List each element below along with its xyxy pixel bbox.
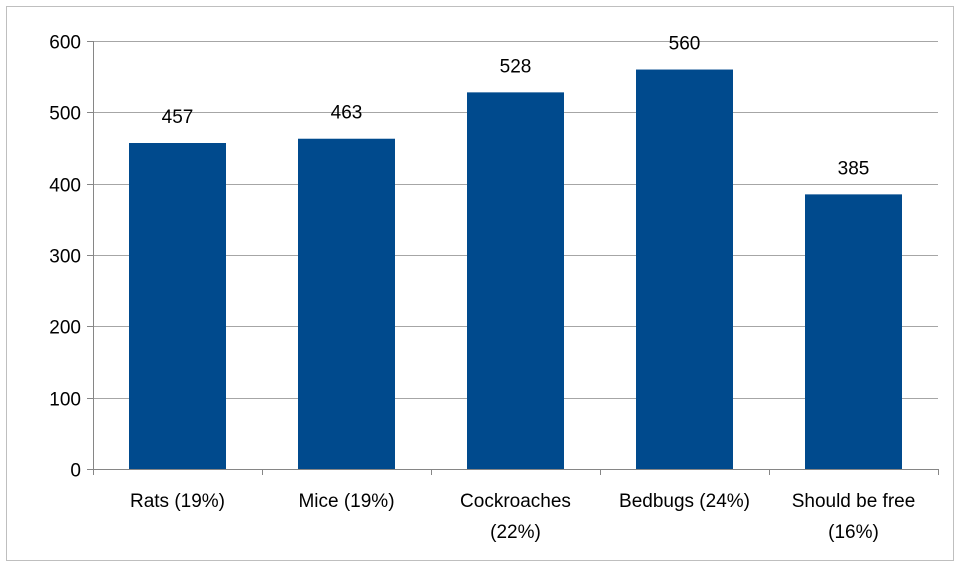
category-label: Mice (19%)	[298, 491, 394, 512]
y-tick-label: 300	[49, 247, 81, 268]
bar	[636, 69, 733, 470]
category-label-line: Bedbugs (24%)	[619, 491, 750, 512]
category-label: Bedbugs (24%)	[619, 491, 750, 512]
data-labels: 457 463 528 560 385	[162, 34, 870, 180]
data-label: 385	[838, 158, 870, 179]
data-label: 457	[162, 107, 194, 128]
y-tick-label: 100	[49, 390, 81, 411]
bar	[129, 143, 226, 470]
y-tick-label: 0	[70, 461, 81, 482]
category-label-line: Rats (19%)	[130, 491, 225, 512]
category-label-line: (22%)	[490, 522, 541, 543]
category-label-line: Cockroaches	[460, 491, 571, 512]
category-label-line: Mice (19%)	[298, 491, 394, 512]
bars	[129, 69, 902, 470]
bar	[298, 138, 395, 469]
category-label-line: Should be free	[792, 491, 916, 512]
category-labels: Rats (19%) Mice (19%) Cockroaches (22%) Bedb…	[130, 491, 915, 543]
bar	[467, 92, 564, 470]
category-label: Cockroaches (22%)	[460, 491, 571, 543]
axes	[87, 41, 939, 475]
y-tick-label: 600	[49, 33, 81, 54]
y-tick-label: 500	[49, 104, 81, 125]
y-tick-label: 200	[49, 318, 81, 339]
category-label: Should be free (16%)	[792, 491, 916, 543]
y-tick-label: 400	[49, 176, 81, 197]
data-label: 560	[669, 34, 701, 55]
y-tick-labels: 0 100 200 300 400 500 600	[49, 33, 81, 482]
data-label: 463	[331, 103, 363, 124]
category-label-line: (16%)	[828, 522, 879, 543]
category-label: Rats (19%)	[130, 491, 225, 512]
data-label: 528	[500, 56, 532, 77]
bar	[805, 194, 902, 469]
